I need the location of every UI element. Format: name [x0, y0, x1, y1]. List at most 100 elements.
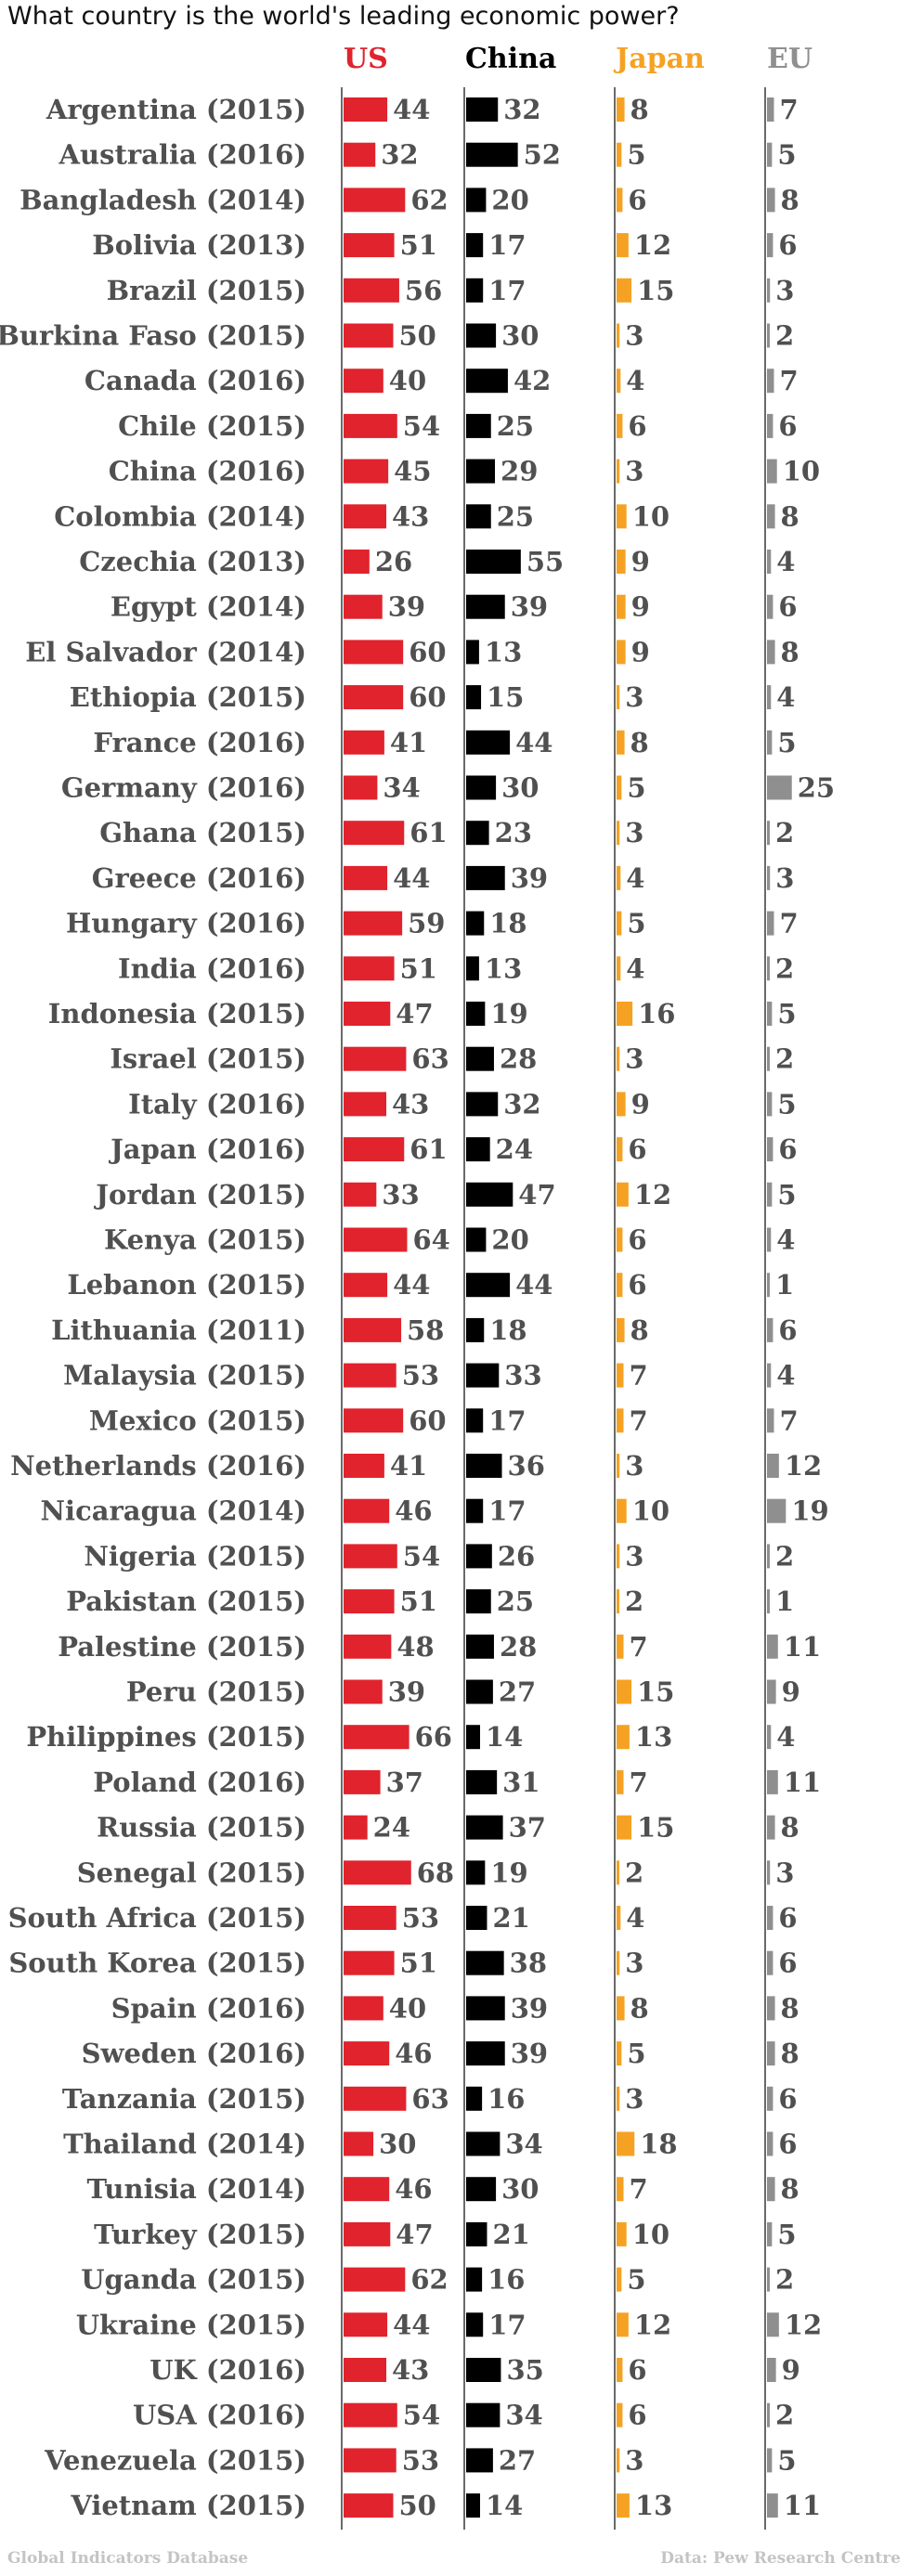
bar-china: [466, 1227, 487, 1252]
value-label-us: 63: [411, 1043, 448, 1075]
bar-us: [344, 1634, 392, 1659]
bar-us: [344, 2131, 374, 2156]
bar-us: [344, 730, 384, 755]
bar-japan: [617, 2448, 620, 2473]
bar-eu: [767, 550, 772, 574]
value-label-china: 17: [488, 2309, 526, 2340]
bar-japan: [617, 1906, 621, 1930]
bar-us: [344, 2041, 390, 2066]
bar-japan: [617, 1815, 632, 1840]
value-label-eu: 7: [779, 908, 798, 939]
bar-china: [466, 1273, 511, 1298]
bar-us: [344, 956, 395, 981]
value-label-eu: 4: [776, 1721, 795, 1753]
bar-eu: [767, 1769, 778, 1794]
country-label: India (2016): [118, 952, 306, 984]
value-label-china: 35: [506, 2354, 543, 2386]
value-label-china: 33: [504, 1360, 541, 1392]
value-label-china: 23: [495, 817, 532, 848]
bar-us: [344, 1906, 396, 1930]
country-label: Israel (2015): [110, 1043, 306, 1075]
country-label: Tanzania (2015): [62, 2083, 306, 2115]
country-label: Tunisia (2014): [87, 2173, 307, 2205]
country-label: Ghana (2015): [99, 817, 306, 848]
value-label-eu: 5: [777, 1179, 796, 1210]
value-label-china: 42: [514, 365, 551, 396]
value-label-china: 13: [485, 952, 522, 984]
country-label: Venezuela (2015): [44, 2444, 306, 2476]
bar-china: [466, 2267, 483, 2292]
bar-japan: [617, 188, 623, 213]
value-label-japan: 3: [625, 1450, 644, 1482]
value-label-china: 19: [490, 998, 527, 1029]
bar-eu: [767, 1950, 774, 1975]
value-label-us: 62: [410, 2264, 448, 2296]
bar-japan: [617, 821, 620, 846]
value-label-japan: 10: [632, 2219, 670, 2250]
bar-eu: [767, 2086, 774, 2111]
bar-japan: [617, 323, 620, 348]
value-label-china: 29: [500, 456, 538, 487]
bar-eu: [767, 2267, 770, 2292]
country-label: Canada (2016): [84, 365, 306, 396]
value-label-china: 20: [491, 184, 528, 215]
value-label-china: 44: [515, 1269, 552, 1301]
value-label-china: 39: [511, 862, 548, 894]
value-label-china: 55: [526, 546, 564, 577]
value-label-us: 61: [410, 817, 447, 848]
bar-china: [466, 1363, 500, 1388]
bar-eu: [767, 1182, 773, 1207]
column-header-china: China: [465, 43, 557, 75]
bar-us: [344, 1860, 411, 1885]
bar-china: [466, 640, 479, 665]
value-label-japan: 10: [632, 500, 670, 532]
value-label-china: 36: [508, 1450, 545, 1482]
value-label-china: 18: [489, 908, 526, 939]
bar-china: [466, 97, 499, 122]
value-label-china: 52: [524, 139, 561, 171]
value-label-china: 15: [487, 681, 524, 713]
value-label-eu: 6: [778, 410, 797, 442]
value-label-us: 46: [395, 1495, 432, 1527]
value-label-china: 30: [501, 772, 539, 804]
value-label-china: 38: [510, 1948, 547, 1979]
value-label-japan: 7: [629, 1405, 647, 1436]
bar-china: [466, 2041, 505, 2066]
chart-title: What country is the world's leading econ…: [7, 2, 680, 31]
bar-china: [466, 911, 485, 936]
bar-japan: [617, 1950, 620, 1975]
bar-china: [466, 1137, 490, 1162]
bar-eu: [767, 188, 775, 213]
bar-japan: [617, 730, 625, 755]
bar-eu: [767, 2131, 774, 2156]
bar-us: [344, 413, 397, 438]
bar-japan: [617, 2402, 623, 2427]
value-label-us: 44: [393, 2309, 430, 2340]
bar-eu: [767, 1544, 770, 1569]
value-label-japan: 6: [628, 2400, 646, 2431]
country-label: Sweden (2016): [82, 2038, 306, 2069]
country-label: Hungary (2016): [66, 908, 306, 939]
country-label: China (2016): [109, 456, 306, 487]
value-label-eu: 2: [775, 320, 794, 352]
value-label-us: 24: [373, 1812, 410, 1844]
bar-eu: [767, 775, 792, 800]
value-label-china: 16: [488, 2264, 525, 2296]
country-label: Poland (2016): [93, 1767, 306, 1798]
bar-china: [466, 1589, 491, 1614]
bar-eu: [767, 2041, 775, 2066]
value-label-us: 60: [409, 681, 446, 713]
value-label-us: 54: [403, 2400, 440, 2431]
bar-china: [466, 956, 479, 981]
bar-china: [466, 1454, 502, 1478]
bar-japan: [617, 1996, 625, 2021]
bar-us: [344, 1363, 396, 1388]
bar-eu: [767, 1317, 774, 1342]
value-label-us: 48: [396, 1631, 434, 1663]
value-label-japan: 3: [625, 2444, 644, 2476]
value-label-us: 40: [389, 365, 426, 396]
value-label-china: 17: [488, 1405, 526, 1436]
value-label-japan: 7: [629, 2173, 647, 2205]
value-label-us: 53: [402, 1360, 439, 1392]
country-label: Pakistan (2015): [66, 1586, 306, 1617]
